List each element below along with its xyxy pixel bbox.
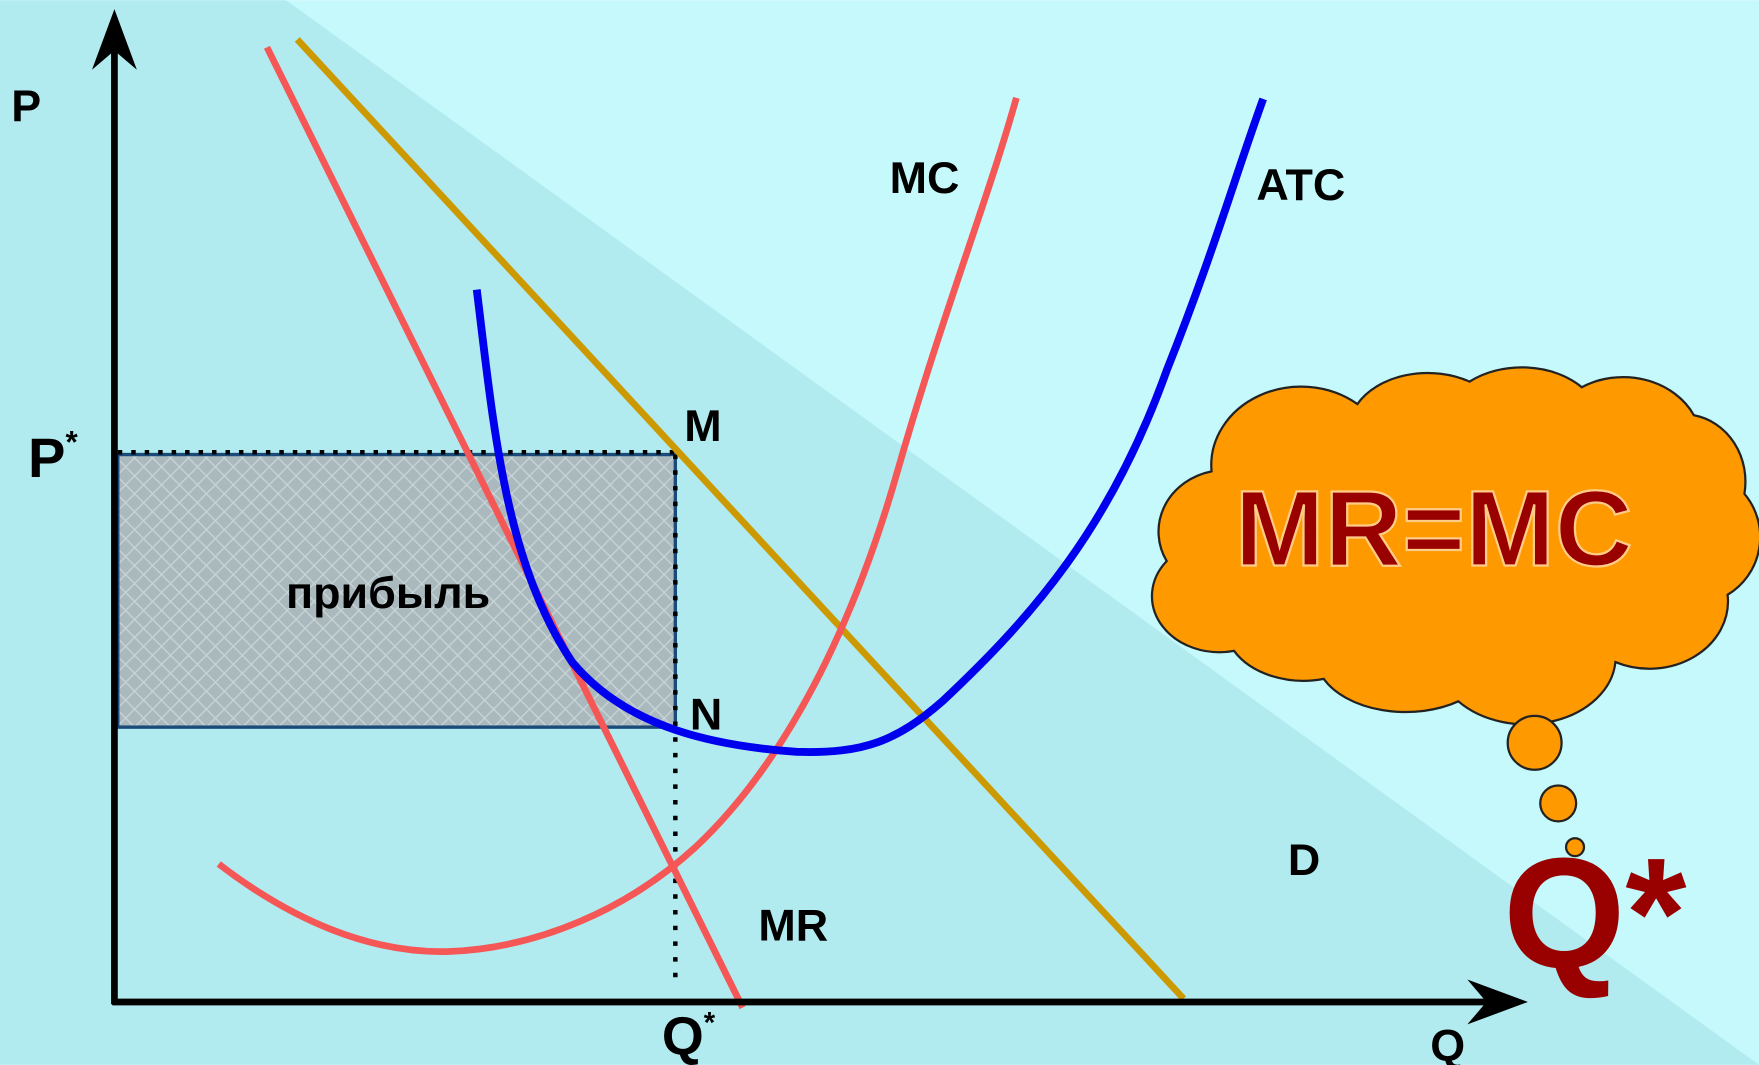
thought-text: MR=MC [1235,469,1633,589]
answer-text: Q* [1503,826,1686,1001]
price-label-base: P [28,426,65,489]
thought-bubble [1508,716,1562,770]
price-label-sup: * [65,424,78,459]
page: P P* Q Q* MC ATC MR D M N прибыль MR=MC … [0,0,1759,1065]
thought-bubble [1540,785,1576,821]
atc-label: ATC [1256,159,1345,210]
profit-label: прибыль [286,567,490,618]
x-axis-label: Q [1430,1019,1465,1065]
mr-label: MR [758,899,828,950]
quantity-label-base: Q [662,1007,704,1065]
quantity-label-sup: * [704,1007,716,1039]
point-m-label: M [684,400,721,451]
diagram: P P* Q Q* MC ATC MR D M N прибыль MR=MC … [0,0,1759,1065]
mc-label: MC [890,152,960,203]
point-n-label: N [690,688,722,739]
demand-label: D [1288,834,1320,885]
y-axis-label: P [11,80,41,131]
